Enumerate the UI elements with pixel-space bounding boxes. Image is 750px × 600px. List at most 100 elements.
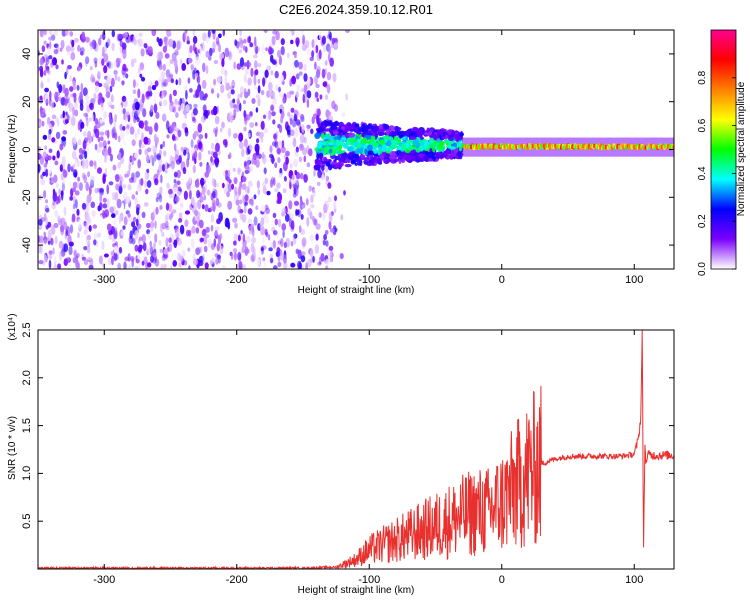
heatmap-cell [663, 145, 666, 150]
heatmap-cell [211, 243, 215, 251]
heatmap-cell [204, 171, 209, 178]
heatmap-cell [192, 30, 196, 37]
heatmap-cell [386, 153, 391, 157]
heatmap-cell [48, 253, 53, 260]
heatmap-cell [107, 258, 113, 266]
x-tick-label: 0 [499, 274, 505, 286]
heatmap-cell [232, 104, 238, 109]
heatmap-cell [418, 153, 424, 158]
heatmap-cell [122, 49, 127, 59]
heatmap-cell [129, 246, 133, 252]
heatmap-cell [135, 258, 140, 264]
heatmap-cell [299, 143, 303, 149]
heatmap-cell [43, 40, 47, 45]
heatmap-cell [144, 180, 148, 188]
heatmap-cell [280, 146, 286, 154]
heatmap-cell [104, 167, 108, 176]
heatmap-cell [118, 185, 123, 195]
heatmap-cell [176, 180, 181, 186]
heatmap-cell [61, 190, 64, 201]
heatmap-cell [264, 69, 269, 79]
heatmap-cell [86, 197, 90, 207]
heatmap-cell [334, 195, 337, 202]
heatmap-cell [147, 262, 152, 268]
heatmap-cell [43, 40, 47, 45]
heatmap-cell [331, 37, 335, 45]
heatmap-cell [168, 38, 174, 48]
x-tick-label: 0 [499, 574, 505, 586]
heatmap-cell [324, 230, 329, 235]
heatmap-cell [100, 119, 103, 124]
heatmap-cell [424, 154, 429, 162]
heatmap-cell [185, 104, 190, 113]
heatmap-cell [251, 157, 255, 165]
heatmap-cell [192, 70, 196, 80]
heatmap-cell [209, 259, 213, 266]
heatmap-cell [78, 147, 83, 154]
heatmap-cell [43, 190, 47, 199]
heatmap-cell [302, 147, 307, 156]
heatmap-cell [103, 65, 108, 74]
heatmap-cell [38, 152, 41, 160]
heatmap-cell [109, 206, 114, 214]
heatmap-cell [233, 240, 237, 246]
heatmap-cell [80, 82, 84, 93]
heatmap-cell [80, 82, 84, 93]
heatmap-cell [204, 262, 209, 269]
heatmap-cell [282, 96, 286, 104]
heatmap-cell [227, 200, 233, 210]
heatmap-cell [195, 56, 201, 66]
heatmap-cell [323, 120, 330, 126]
heatmap-cell [188, 229, 192, 237]
heatmap-cell [295, 73, 300, 80]
heatmap-cell [119, 130, 125, 140]
heatmap-cell [248, 111, 253, 118]
heatmap-cell [87, 171, 91, 178]
heatmap-cell [216, 92, 220, 99]
heatmap-cell [153, 103, 158, 114]
heatmap-cell [129, 230, 133, 240]
heatmap-cell [118, 152, 122, 160]
heatmap-cell [239, 85, 245, 95]
heatmap-cell [396, 150, 402, 154]
heatmap-cell [187, 57, 193, 64]
heatmap-cell [301, 202, 306, 209]
heatmap-cell [201, 228, 207, 237]
heatmap-cell [288, 234, 294, 241]
heatmap-cell [126, 128, 130, 136]
heatmap-cell [373, 154, 378, 158]
heatmap-cell [310, 194, 314, 204]
heatmap-cell [64, 230, 68, 240]
heatmap-cell [45, 207, 50, 213]
heatmap-cell [190, 64, 194, 70]
heatmap-cell [180, 197, 183, 205]
heatmap-cell [81, 203, 87, 210]
heatmap-cell [207, 208, 212, 213]
heatmap-cell [221, 121, 225, 129]
heatmap-cell [170, 211, 174, 219]
heatmap-cell [176, 40, 181, 51]
heatmap-cell [104, 120, 109, 131]
heatmap-cell [38, 234, 41, 244]
heatmap-cell [115, 57, 121, 68]
heatmap-cell [141, 132, 144, 142]
heatmap-cell [166, 30, 172, 37]
heatmap-cell [44, 87, 49, 93]
y-tick-label: 2.5 [21, 322, 33, 337]
heatmap-cell [330, 258, 334, 267]
heatmap-cell [75, 199, 78, 209]
heatmap-cell [159, 248, 163, 253]
heatmap-cell [158, 239, 162, 246]
heatmap-cell [69, 86, 74, 92]
heatmap-cell [281, 211, 285, 217]
heatmap-cell [50, 100, 55, 109]
heatmap-cell [271, 111, 276, 117]
heatmap-cell [222, 139, 228, 146]
heatmap-cell [172, 133, 176, 141]
heatmap-cell [50, 177, 54, 183]
heatmap-cell [329, 228, 335, 233]
heatmap-cell [180, 146, 184, 153]
heatmap-cell [104, 209, 109, 218]
heatmap-cell [217, 257, 221, 264]
heatmap-cell [146, 247, 151, 254]
